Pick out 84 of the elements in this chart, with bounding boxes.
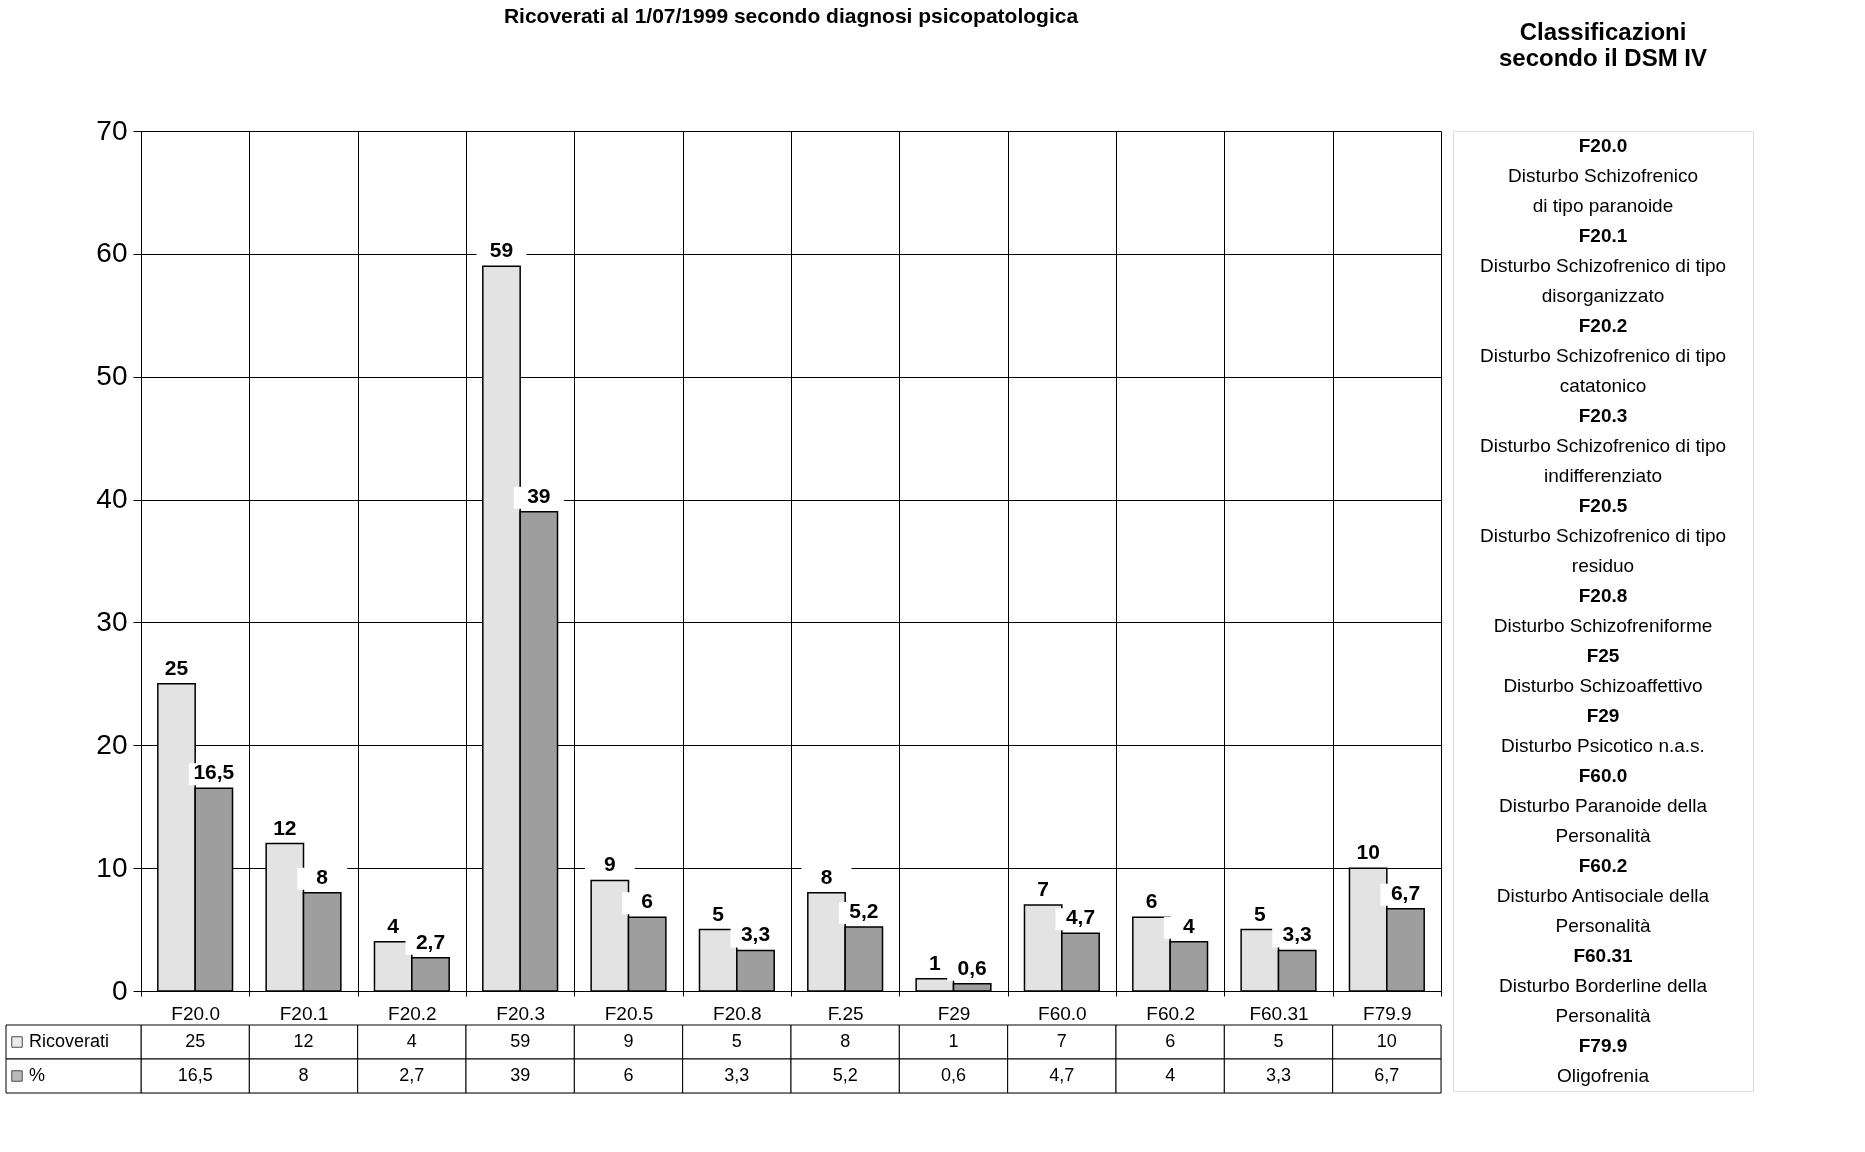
x-tick-label: F79.9 [1363,1002,1412,1024]
y-tick-label: 0 [111,974,128,1006]
data-label: 1 [948,1031,959,1051]
data-label: 3,3 [724,1065,750,1085]
data-label: 6 [1165,1031,1176,1051]
text: 7 [1037,877,1049,900]
data-label: 9 [623,1031,634,1051]
text: 8 [820,864,833,888]
legend-label: % [29,1065,46,1085]
x-tick-label: F60.0 [1038,1002,1087,1024]
text: 5 [712,901,724,925]
y-tick-label: 70 [96,114,128,146]
data-label: 39 [510,1065,531,1085]
x-tick-label: F60.31 [1249,1002,1309,1024]
y-tick-label: 50 [96,360,128,392]
x-tick-label: F20.0 [171,1002,220,1024]
data-label: 25 [185,1031,206,1051]
x-tick-label: F60.2 [1146,1002,1195,1024]
text: 5,2 [849,899,879,923]
x-tick-label: F29 [937,1002,971,1024]
data-label: 2,7 [399,1065,425,1085]
text: F20.5 Disturbo Schizofrenico di tipo residuo [1479,495,1727,576]
data-label: 4 [1165,1065,1176,1085]
y-tick-label: 30 [96,605,128,637]
text: 59 [489,238,514,262]
data-label: 4,7 [1049,1065,1075,1085]
text: 6 [641,889,654,913]
x-tick-label: F20.1 [279,1002,329,1024]
data-label: 5 [1273,1031,1284,1051]
x-tick-label: F20.3 [496,1002,545,1024]
data-label: 3,3 [1265,1065,1292,1085]
text: F20.1 Disturbo Schizofrenico di tipo disorganizzato [1479,225,1727,306]
text: 9 [603,852,616,876]
text: 8 [316,864,329,888]
text: F60.31 Disturbo Borderline della Personalità [1498,945,1708,1026]
text: 5 [1253,901,1266,925]
x-tick-label: F20.5 [604,1002,654,1024]
x-tick-label: F.25 [827,1002,864,1024]
text: F20.0 Disturbo Schizofrenico di tipo paranoide [1507,135,1699,216]
text: F25 Disturbo Schizoaffettivo [1503,645,1703,696]
x-tick-label: F20.2 [388,1002,437,1024]
data-label: 6 [623,1065,634,1085]
data-label: 6,7 [1374,1065,1400,1085]
text: 25 [164,655,189,679]
text: F60.2 Disturbo Antisociale della Personalità [1496,855,1710,936]
text: 4 [1183,913,1195,937]
data-label: 8 [840,1031,851,1051]
text: F20.3 Disturbo Schizofrenico di tipo indifferenziato [1479,405,1727,486]
y-tick-label: 60 [96,237,128,269]
text: F79.9 Oligofrenia [1557,1035,1649,1086]
chart-title: Ricoverati al 1/07/1999 secondo diagnosi psicopatologica [503,4,1079,27]
y-tick-label: 10 [96,851,128,883]
data-label: 5 [731,1031,742,1051]
x-tick-label: F20.8 [713,1002,762,1024]
data-label: 10 [1376,1031,1397,1051]
data-label: 0,6 [940,1065,967,1085]
text: Classificazioni secondo il DSM IV [1498,18,1708,71]
text: 4 [387,913,399,937]
y-tick-label: 40 [96,483,128,515]
text: 6 [1145,889,1158,913]
y-tick-label: 20 [96,728,128,760]
text: 4,7 [1065,905,1096,929]
text: F20.8 Disturbo Schizofreniforme [1493,585,1713,636]
legend-label: Ricoverati [29,1031,110,1051]
text: 10 [1356,840,1380,864]
data-label: 5,2 [832,1065,858,1085]
text: F60.0 Disturbo Paranoide della Personalità [1498,765,1708,846]
data-label: 12 [293,1031,314,1051]
data-label: 59 [510,1031,531,1051]
text: 12 [273,815,297,839]
text: 0,6 [957,955,987,979]
text: 3,3 [1282,922,1312,946]
text: 2,7 [415,929,446,953]
text: 16,5 [193,760,235,784]
data-label: 16,5 [177,1065,213,1085]
data-label: 7 [1056,1031,1067,1051]
text: F20.2 Disturbo Schizofrenico di tipo catatonico [1479,315,1727,396]
text: F29 Disturbo Psicotico n.a.s. [1501,705,1705,756]
text: 1 [928,950,941,974]
data-label: 8 [298,1065,309,1085]
text: 3,3 [740,922,771,946]
text: 6,7 [1390,880,1421,904]
data-label: 4 [406,1031,417,1051]
text: 39 [527,483,551,507]
